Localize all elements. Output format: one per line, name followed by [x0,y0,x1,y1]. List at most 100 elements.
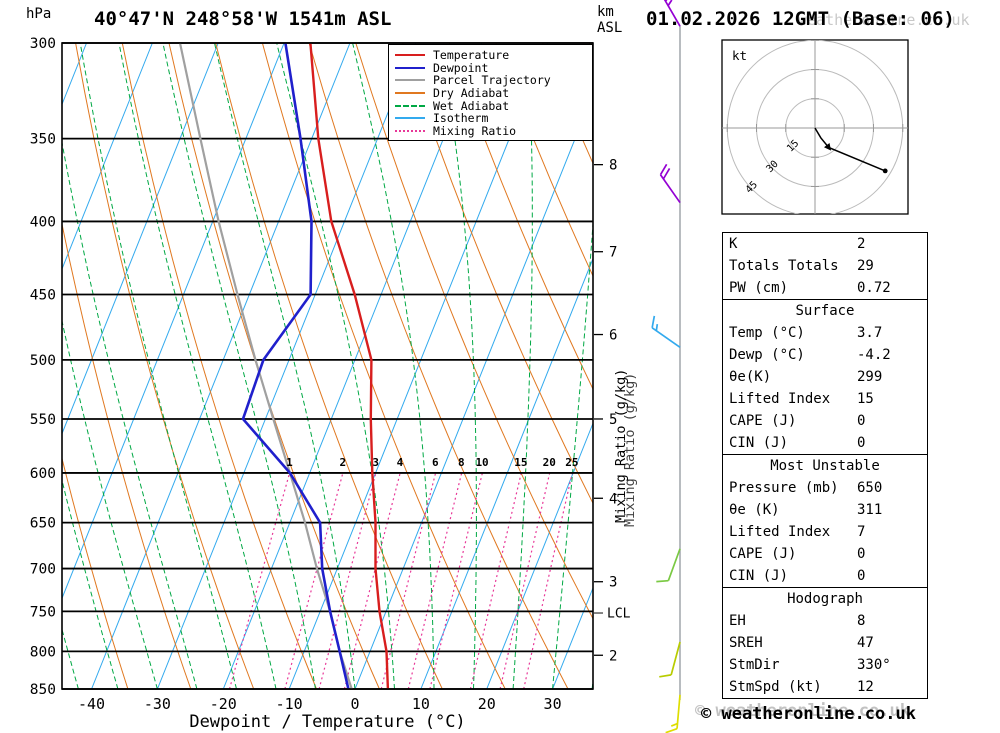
indices-section-most-unstable: Most Unstable Pressure (mb) 650 θe (K) 311 Li… [723,455,927,588]
legend-swatch [395,129,425,132]
legend-label: Mixing Ratio [433,123,517,138]
index-label: Pressure (mb) [729,480,839,496]
svg-text:Mixing Ratio (g/kg): Mixing Ratio (g/kg) [622,373,638,527]
hodograph-trace [814,127,886,172]
indices-section-hodograph: Hodograph EH 8 SREH 47 StmDir 330° StmSpd (kt) 1… [723,588,927,698]
section-title: Surface [795,303,855,319]
index-value: 29 [857,258,874,274]
wind-barb [659,641,681,678]
mixing-ratio-labels: 1 2 3 4 6 8 10 15 20 25 [286,456,578,469]
index-row: θe(K) 299 [723,366,927,388]
index-row: SREH 47 [723,632,927,654]
legend-swatch [395,79,425,82]
hodograph-panel: 15 30 45 kt [714,36,914,226]
index-value: 311 [857,502,883,518]
index-value: 0 [857,435,866,451]
legend-label: Temperature [433,48,510,63]
svg-text:2: 2 [339,456,346,469]
legend-swatch [395,66,425,69]
index-label: StmDir [729,657,780,673]
index-label: Temp (°C) [729,325,805,341]
altitude-axis-unit: km ASL [597,4,622,36]
temperature-tick-labels: -40 -30 -20 -10 0 10 20 30 [78,695,562,713]
index-value: 650 [857,480,883,496]
index-label: Lifted Index [729,391,831,407]
isotherm-lines [62,43,593,689]
legend-swatch [395,117,425,120]
hodograph-arrow [824,143,832,151]
legend-label: Dewpoint [433,60,489,75]
mixing-ratio-lines [228,472,573,689]
svg-text:-30: -30 [144,695,171,713]
watermark: weatheronline.co.uk [798,11,970,29]
plot-border [61,42,594,690]
mixing-ratio-axis-label: Mixing Ratio (g/kg)Mixing Ratio (g/kg) [613,369,638,527]
svg-text:Mixing Ratio (g/kg): Mixing Ratio (g/kg) [613,369,629,523]
svg-text:2: 2 [609,648,617,664]
index-value: 330° [857,657,891,673]
index-row: Temp (°C) 3.7 [723,322,927,344]
index-value: 3.7 [857,325,883,341]
km-unit: km [597,4,614,20]
legend-item-dry-adiabat: Dry Adiabat [389,86,592,101]
index-row: StmDir 330° [723,654,927,676]
svg-text:5: 5 [609,412,617,428]
index-value: 8 [857,613,866,629]
legend-label: Dry Adiabat [433,86,510,101]
index-row: PW (cm) 0.72 [723,277,927,299]
index-row: CIN (J) 0 [723,432,927,454]
svg-text:400: 400 [30,214,56,230]
asl-unit: ASL [597,20,623,36]
index-row: EH 8 [723,610,927,632]
svg-text:0: 0 [350,695,359,713]
legend-item-isotherm: Isotherm [389,111,592,125]
legend-item-parcel-trajectory: Parcel Trajectory [389,73,592,87]
index-value: 299 [857,369,883,385]
wind-barb [659,163,681,204]
svg-text:450: 450 [30,288,56,304]
svg-text:20: 20 [478,695,496,713]
svg-text:500: 500 [30,353,56,369]
svg-text:7: 7 [609,245,617,261]
index-label: Totals Totals [729,258,839,274]
index-label: CAPE (J) [729,546,797,562]
hodograph-trace-end [882,168,888,174]
svg-text:25: 25 [565,456,578,469]
index-value: 0 [857,413,866,429]
svg-text:550: 550 [30,412,56,428]
temperature-curve [309,43,390,689]
pressure-axis-unit: hPa [26,6,52,22]
index-row: Dewp (°C) -4.2 [723,344,927,366]
lcl-marker: LCL [594,607,631,622]
section-title: Most Unstable [770,458,880,474]
index-value: 2 [857,236,866,252]
svg-text:1: 1 [286,456,293,469]
index-label: CIN (J) [729,435,789,451]
svg-text:10: 10 [412,695,430,713]
svg-text:6: 6 [609,328,617,344]
legend-item-mixing-ratio: Mixing Ratio [389,123,592,138]
svg-text:6: 6 [432,456,439,469]
index-label: EH [729,613,746,629]
svg-text:650: 650 [30,516,56,532]
index-value: 0 [857,546,866,562]
legend-swatch [395,92,425,95]
indices-section-surface: Surface Temp (°C) 3.7 Dewp (°C) -4.2 θe(K) 299… [723,300,927,455]
svg-text:300: 300 [30,36,56,52]
index-label: StmSpd (kt) [729,679,822,695]
hodograph-unit-label: kt [732,48,747,63]
copyright: © weatheronline.co.uk [701,704,916,724]
wind-barb-column [651,0,681,733]
wind-barb [651,315,681,349]
wind-barb [663,0,681,27]
legend-item-dewpoint: Dewpoint [389,60,592,75]
index-value: 15 [857,391,874,407]
svg-text:-40: -40 [78,695,105,713]
svg-text:15: 15 [514,456,527,469]
svg-text:8: 8 [458,456,465,469]
index-row: Lifted Index 7 [723,521,927,543]
index-label: CIN (J) [729,568,789,584]
